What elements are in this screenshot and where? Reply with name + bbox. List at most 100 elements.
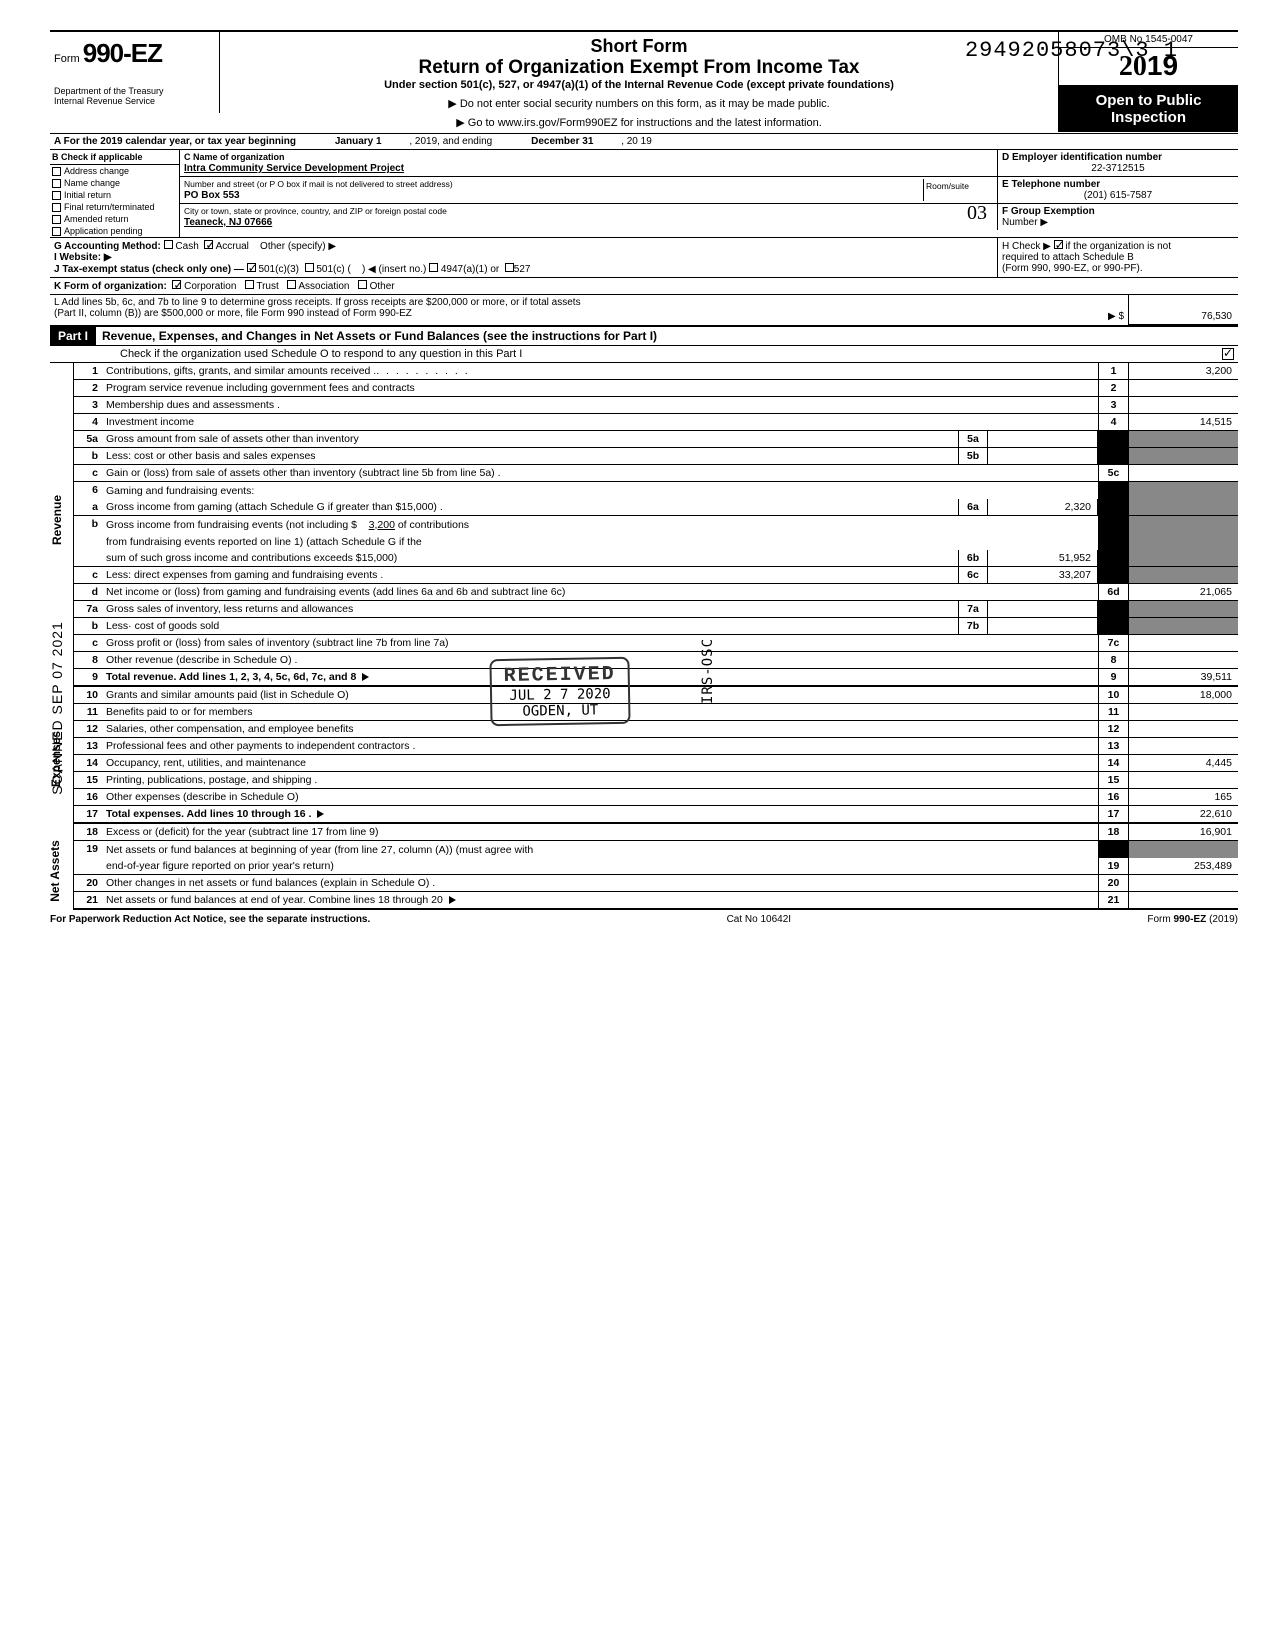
line-num: c: [74, 567, 104, 583]
line-desc: Total expenses. Add lines 10 through 16 …: [106, 808, 311, 820]
line-3: 3 Membership dues and assessments . 3: [74, 397, 1238, 414]
chk-initial-return[interactable]: Initial return: [50, 189, 179, 201]
phone-value: (201) 615-7587: [1002, 190, 1234, 201]
org-name-row: C Name of organization Intra Community S…: [180, 150, 998, 177]
chk-trust[interactable]: [245, 280, 254, 289]
line-21: 21Net assets or fund balances at end of …: [74, 892, 1238, 910]
group-exempt-row: F Group Exemption Number ▶: [998, 204, 1238, 230]
line-num: 15: [74, 772, 104, 788]
box-num: 4: [1098, 414, 1128, 430]
chk-other-org[interactable]: [358, 280, 367, 289]
line-4: 4 Investment income 4 14,515: [74, 414, 1238, 431]
line-5c: c Gain or (loss) from sale of assets oth…: [74, 465, 1238, 482]
line-6d: d Net income or (loss) from gaming and f…: [74, 584, 1238, 601]
opt-cash: Cash: [175, 241, 198, 252]
box-num: 15: [1098, 772, 1128, 788]
line-1: 1 Contributions, gifts, grants, and simi…: [74, 363, 1238, 380]
arrow-icon: [317, 810, 324, 818]
row-h: H Check ▶ if the organization is not req…: [998, 238, 1238, 277]
chk-501c3[interactable]: [247, 263, 256, 272]
chk-name-change[interactable]: Name change: [50, 177, 179, 189]
arrow-icon: [362, 673, 369, 681]
line-desc: Gain or (loss) from sale of assets other…: [106, 467, 501, 479]
line-9: 9 Total revenue. Add lines 1, 2, 3, 4, 5…: [74, 669, 1238, 687]
line-desc: Gross profit or (loss) from sales of inv…: [106, 637, 449, 649]
line-num: 6: [74, 482, 104, 499]
chk-501c[interactable]: [305, 263, 314, 272]
chk-final-return[interactable]: Final return/terminated: [50, 201, 179, 213]
chk-527[interactable]: [505, 263, 514, 272]
line-desc: Less: cost or other basis and sales expe…: [106, 450, 316, 462]
line-num: 13: [74, 738, 104, 754]
chk-pending[interactable]: Application pending: [50, 225, 179, 237]
chk-schedule-o[interactable]: [1222, 348, 1234, 360]
col-b: B Check if applicable Address change Nam…: [50, 150, 180, 237]
info-grid: B Check if applicable Address change Nam…: [50, 150, 1238, 238]
chk-accrual[interactable]: [204, 240, 213, 249]
box-val: [1128, 380, 1238, 396]
chk-address-change[interactable]: Address change: [50, 165, 179, 177]
chk-corp[interactable]: [172, 280, 181, 289]
box-num: 11: [1098, 704, 1128, 720]
line-desc: Total revenue. Add lines 1, 2, 3, 4, 5c,…: [106, 671, 356, 683]
box-num: 3: [1098, 397, 1128, 413]
row-a-begin: January 1: [335, 136, 382, 147]
opt-trust: Trust: [256, 281, 278, 292]
city-row: City or town, state or province, country…: [180, 204, 998, 230]
line-7a: 7a Gross sales of inventory, less return…: [74, 601, 1238, 618]
line-desc: sum of such gross income and contributio…: [106, 552, 397, 564]
line-7c: c Gross profit or (loss) from sales of i…: [74, 635, 1238, 652]
line-desc: Gross income from fundraising events (no…: [106, 519, 357, 531]
line-desc: Gross amount from sale of assets other t…: [106, 433, 359, 445]
footer-right: Form 990-EZ (2019): [1147, 914, 1238, 925]
addr-label: Number and street (or P O box if mail is…: [184, 179, 453, 189]
handwrite-03: 03: [967, 202, 987, 225]
opt-accrual: Accrual: [216, 241, 249, 252]
addr-value: PO Box 553: [184, 190, 240, 201]
row-l-2: (Part II, column (B)) are $500,000 or mo…: [54, 308, 1064, 319]
title-cell: Short Form Return of Organization Exempt…: [220, 32, 1058, 133]
line-desc: Professional fees and other payments to …: [106, 740, 415, 752]
line-6a: a Gross income from gaming (attach Sched…: [74, 499, 1238, 516]
box-num: 17: [1098, 806, 1128, 822]
line-num: b: [74, 618, 104, 634]
line-num: 14: [74, 755, 104, 771]
chk-amended[interactable]: Amended return: [50, 213, 179, 225]
row-a: A For the 2019 calendar year, or tax yea…: [50, 134, 1238, 150]
box-val: 253,489: [1128, 858, 1238, 874]
line-19b: end-of-year figure reported on prior yea…: [74, 858, 1238, 875]
chk-4947[interactable]: [429, 263, 438, 272]
received-text: RECEIVED: [504, 663, 616, 688]
line-5b: b Less: cost or other basis and sales ex…: [74, 448, 1238, 465]
chk-schedule-b[interactable]: [1054, 240, 1063, 249]
line-desc: Excess or (deficit) for the year (subtra…: [106, 826, 379, 838]
form-prefix: Form: [54, 53, 80, 65]
box-val: 3,200: [1128, 363, 1238, 379]
line-num: 10: [74, 687, 104, 703]
received-date: JUL 2 7 2020: [504, 686, 616, 704]
row-a-year: , 20 19: [621, 136, 652, 147]
opt-other-org: Other: [370, 281, 395, 292]
line-num: c: [74, 635, 104, 651]
inner-val: 51,952: [988, 550, 1098, 566]
org-name-label: C Name of organization: [184, 152, 285, 162]
line-13: 13Professional fees and other payments t…: [74, 738, 1238, 755]
line-desc: Membership dues and assessments .: [106, 399, 280, 411]
box-val: 21,065: [1128, 584, 1238, 600]
line-14: 14Occupancy, rent, utilities, and mainte…: [74, 755, 1238, 772]
chk-cash[interactable]: [164, 240, 173, 249]
line-num: 2: [74, 380, 104, 396]
line-10: 10Grants and similar amounts paid (list …: [74, 687, 1238, 704]
line-desc: Other expenses (describe in Schedule O): [106, 791, 299, 803]
line-num: b: [74, 516, 104, 533]
line-desc: Printing, publications, postage, and shi…: [106, 774, 317, 786]
line-6c: c Less: direct expenses from gaming and …: [74, 567, 1238, 584]
phone-row: E Telephone number (201) 615-7587: [998, 177, 1238, 204]
box-num: 9: [1098, 669, 1128, 685]
line-desc: Investment income: [106, 416, 194, 428]
opt-4947: 4947(a)(1) or: [441, 264, 499, 275]
chk-assoc[interactable]: [287, 280, 296, 289]
side-netassets: Net Assets: [50, 824, 74, 910]
row-j: J Tax-exempt status (check only one) — 5…: [54, 263, 993, 275]
box-val: 4,445: [1128, 755, 1238, 771]
